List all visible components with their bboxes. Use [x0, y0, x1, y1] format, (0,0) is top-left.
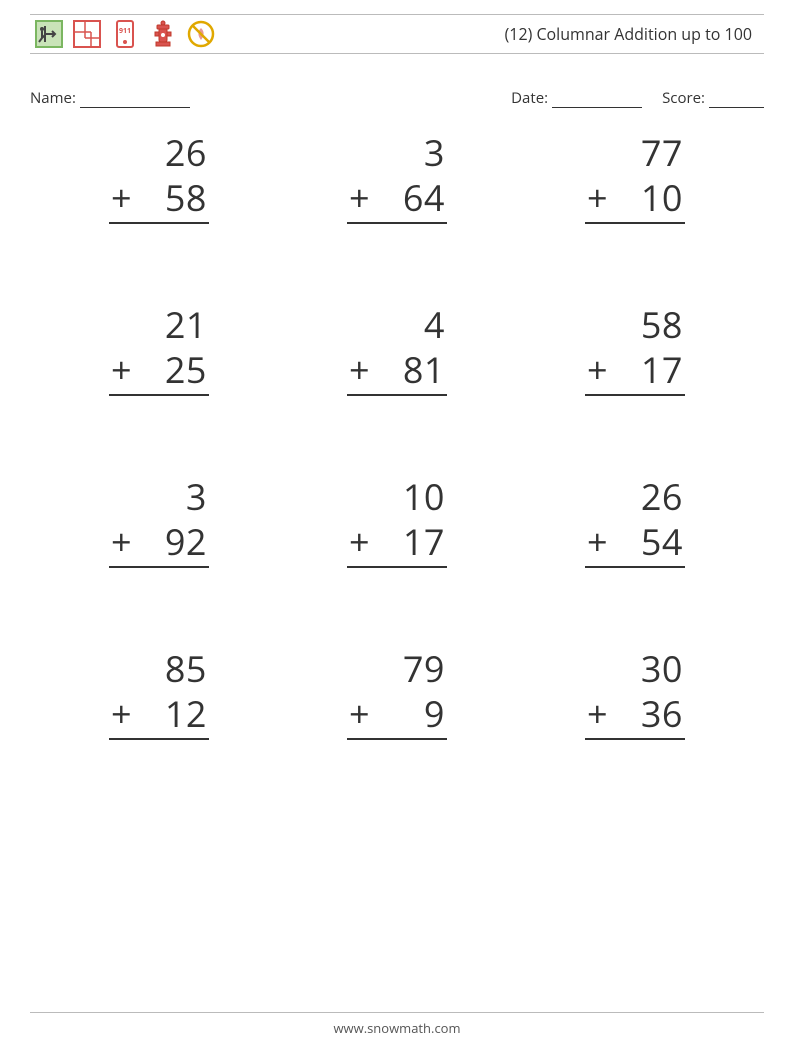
operator: + [585, 347, 608, 392]
operator: + [109, 347, 132, 392]
addend-bottom: 81 [403, 347, 445, 392]
addend-top: 26 [109, 130, 209, 175]
problem: 85+12 [70, 646, 248, 740]
score-blank [709, 93, 764, 108]
operator: + [585, 519, 608, 564]
problem: 77+10 [546, 130, 724, 224]
addend-bottom: 54 [641, 519, 683, 564]
operator: + [585, 691, 608, 736]
operator: + [109, 519, 132, 564]
name-blank [80, 93, 190, 108]
problem: 58+17 [546, 302, 724, 396]
addend-top: 21 [109, 302, 209, 347]
addend-bottom: 10 [641, 175, 683, 220]
addend-bottom: 58 [165, 175, 207, 220]
addend-top: 3 [347, 130, 447, 175]
addend-bottom: 64 [403, 175, 445, 220]
addend-top: 58 [585, 302, 685, 347]
no-fire-icon [186, 19, 216, 49]
problem: 3+92 [70, 474, 248, 568]
floor-plan-icon [72, 19, 102, 49]
addend-bottom: 17 [641, 347, 683, 392]
operator: + [347, 175, 370, 220]
footer-rule [30, 1012, 764, 1013]
problems-grid: 26+583+6477+1021+254+8158+173+9210+1726+… [70, 130, 724, 740]
addend-top: 79 [347, 646, 447, 691]
problem: 79+9 [308, 646, 486, 740]
header-icons: 911 [34, 15, 216, 53]
problem: 10+17 [308, 474, 486, 568]
addend-top: 77 [585, 130, 685, 175]
operator: + [347, 691, 370, 736]
addend-top: 85 [109, 646, 209, 691]
addend-bottom: 12 [165, 691, 207, 736]
svg-text:911: 911 [119, 27, 131, 36]
info-line: Name: Date: Score: [30, 88, 764, 108]
worksheet-title: (12) Columnar Addition up to 100 [505, 23, 760, 45]
date-blank [552, 93, 642, 108]
phone-911-icon: 911 [110, 19, 140, 49]
addend-bottom: 92 [165, 519, 207, 564]
problem: 30+36 [546, 646, 724, 740]
exit-sign-icon [34, 19, 64, 49]
addend-top: 10 [347, 474, 447, 519]
addend-top: 4 [347, 302, 447, 347]
operator: + [585, 175, 608, 220]
problem: 26+54 [546, 474, 724, 568]
addend-top: 26 [585, 474, 685, 519]
problem: 26+58 [70, 130, 248, 224]
addend-bottom: 36 [641, 691, 683, 736]
problem: 21+25 [70, 302, 248, 396]
problem: 4+81 [308, 302, 486, 396]
addend-top: 3 [109, 474, 209, 519]
date-label: Date: [511, 88, 548, 108]
score-label: Score: [662, 88, 705, 108]
addend-bottom: 9 [424, 691, 445, 736]
footer-text: www.snowmath.com [0, 1019, 794, 1037]
name-label: Name: [30, 88, 76, 108]
addend-bottom: 17 [403, 519, 445, 564]
operator: + [347, 519, 370, 564]
header-bar: 911 (12) Columnar Addition up to 100 [30, 14, 764, 54]
operator: + [109, 175, 132, 220]
addend-top: 30 [585, 646, 685, 691]
fire-hydrant-icon [148, 19, 178, 49]
name-field: Name: [30, 88, 190, 108]
problem: 3+64 [308, 130, 486, 224]
operator: + [109, 691, 132, 736]
operator: + [347, 347, 370, 392]
addend-bottom: 25 [165, 347, 207, 392]
